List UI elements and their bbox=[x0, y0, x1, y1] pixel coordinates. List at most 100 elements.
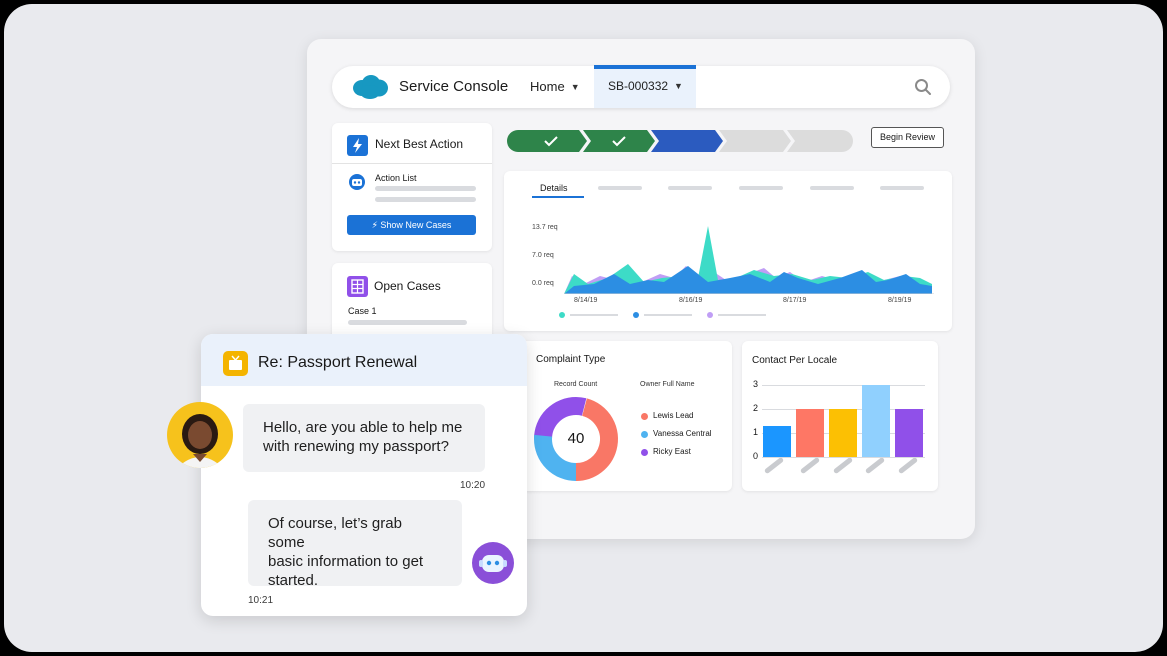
details-chart-card: Details 13.7 req 7.0 req 0.0 req 8/14/19… bbox=[504, 171, 952, 331]
y-axis-tick: 2 bbox=[753, 403, 759, 413]
show-new-cases-button[interactable]: ⚡︎ Show New Cases bbox=[347, 215, 476, 235]
bar bbox=[862, 385, 890, 457]
chat-tv-icon bbox=[223, 351, 248, 376]
message-text-line: basic information to get bbox=[268, 553, 424, 570]
chevron-down-icon: ▼ bbox=[570, 82, 580, 92]
x-axis-tick: 8/14/19 bbox=[574, 297, 598, 304]
divider bbox=[332, 163, 492, 164]
nav-home-label: Home bbox=[530, 79, 565, 94]
customer-avatar bbox=[167, 402, 233, 468]
x-axis-tick-placeholder bbox=[763, 456, 785, 475]
salesforce-cloud-logo bbox=[353, 75, 388, 99]
record-count-label: Record Count bbox=[554, 381, 598, 388]
bar bbox=[895, 409, 923, 457]
path-step-upcoming[interactable] bbox=[787, 130, 853, 152]
tab-placeholder[interactable] bbox=[598, 186, 642, 190]
x-axis-tick: 8/17/19 bbox=[783, 297, 807, 304]
y-axis-tick: 0 bbox=[753, 451, 759, 461]
tab-placeholder[interactable] bbox=[668, 186, 712, 190]
tab-details[interactable]: Details bbox=[540, 183, 568, 193]
tab-record[interactable]: SB-000332 ▼ bbox=[594, 65, 696, 108]
y-axis-tick: 7.0 req bbox=[532, 252, 554, 259]
message-time: 10:20 bbox=[460, 480, 486, 491]
path-step-current[interactable] bbox=[651, 130, 723, 152]
active-tab-underline bbox=[532, 196, 584, 198]
legend-label: Ricky East bbox=[653, 447, 691, 456]
gridline bbox=[762, 385, 925, 386]
nav-home-menu[interactable]: Home ▼ bbox=[530, 79, 580, 94]
owner-label: Owner Full Name bbox=[640, 381, 695, 388]
placeholder-line bbox=[375, 197, 476, 202]
incoming-message: Hello, are you able to help me with rene… bbox=[243, 404, 485, 472]
x-axis-tick: 8/19/19 bbox=[888, 297, 912, 304]
area-chart bbox=[564, 226, 934, 294]
path-step-complete[interactable] bbox=[583, 130, 655, 152]
complaint-type-card: Complaint Type Record Count Owner Full N… bbox=[514, 341, 732, 491]
chat-header: Re: Passport Renewal bbox=[201, 334, 527, 386]
legend-dot bbox=[641, 449, 648, 456]
legend-placeholder bbox=[718, 314, 766, 316]
chevron-down-icon: ▼ bbox=[674, 81, 683, 91]
y-axis-tick: 3 bbox=[753, 379, 759, 389]
message-time: 10:21 bbox=[248, 595, 274, 606]
legend-dot bbox=[633, 312, 639, 318]
x-axis-tick-placeholder bbox=[864, 456, 886, 475]
legend-label: Lewis Lead bbox=[653, 411, 694, 420]
bar bbox=[829, 409, 857, 457]
bar bbox=[763, 426, 791, 457]
legend-placeholder bbox=[644, 314, 692, 316]
tab-placeholder[interactable] bbox=[810, 186, 854, 190]
search-icon[interactable] bbox=[914, 78, 932, 96]
message-text-line: Hello, are you able to help me bbox=[263, 419, 463, 436]
legend-dot bbox=[559, 312, 565, 318]
complaint-type-title: Complaint Type bbox=[536, 354, 606, 365]
contact-per-locale-title: Contact Per Locale bbox=[752, 355, 838, 366]
einstein-bot-icon bbox=[349, 174, 365, 190]
tab-placeholder[interactable] bbox=[880, 186, 924, 190]
app-title: Service Console bbox=[399, 78, 509, 95]
legend-dot bbox=[707, 312, 713, 318]
path-step-complete[interactable] bbox=[507, 130, 587, 152]
message-text-line: started. bbox=[268, 572, 319, 589]
next-best-action-title: Next Best Action bbox=[375, 137, 464, 151]
message-text-line: with renewing my passport? bbox=[263, 438, 449, 455]
tab-placeholder[interactable] bbox=[739, 186, 783, 190]
legend-dot bbox=[641, 413, 648, 420]
y-axis-tick: 1 bbox=[753, 427, 759, 437]
bar bbox=[796, 409, 824, 457]
action-list-label: Action List bbox=[375, 173, 417, 183]
x-axis-tick-placeholder bbox=[832, 456, 854, 475]
x-axis-tick-placeholder bbox=[897, 456, 919, 475]
gridline bbox=[762, 457, 925, 458]
y-axis-tick: 13.7 req bbox=[532, 224, 558, 231]
y-axis-tick: 0.0 req bbox=[532, 280, 554, 287]
screenshot-frame: Service Console Home ▼ SB-000332 ▼ Next Be… bbox=[4, 4, 1163, 652]
area-series-blue bbox=[564, 266, 932, 294]
path-step-upcoming[interactable] bbox=[719, 130, 791, 152]
lightning-icon: ⚡︎ bbox=[371, 220, 378, 230]
begin-review-button[interactable]: Begin Review bbox=[871, 127, 944, 148]
lightning-icon bbox=[347, 135, 368, 156]
show-new-cases-label: Show New Cases bbox=[380, 220, 452, 230]
legend-placeholder bbox=[570, 314, 618, 316]
open-cases-title: Open Cases bbox=[374, 279, 441, 293]
donut-total: 40 bbox=[567, 430, 585, 447]
progress-path bbox=[507, 130, 853, 152]
x-axis-tick-placeholder bbox=[799, 456, 821, 475]
placeholder-line bbox=[348, 320, 467, 325]
legend-dot bbox=[641, 431, 648, 438]
checkmark-icon bbox=[544, 136, 558, 147]
donut-chart bbox=[534, 397, 618, 481]
next-best-action-card: Next Best Action Action List ⚡︎ Show New… bbox=[332, 123, 492, 251]
global-header: Service Console Home ▼ SB-000332 ▼ bbox=[332, 65, 950, 108]
checkmark-icon bbox=[612, 136, 626, 147]
chat-title: Re: Passport Renewal bbox=[258, 354, 418, 371]
contact-per-locale-card: Contact Per Locale 3 2 1 0 bbox=[742, 341, 938, 491]
message-text-line: Of course, let’s grab some bbox=[268, 515, 402, 551]
donut-slice bbox=[534, 397, 618, 481]
placeholder-line bbox=[375, 186, 476, 191]
legend-label: Vanessa Central bbox=[653, 429, 712, 438]
case-item-label[interactable]: Case 1 bbox=[348, 306, 377, 316]
tab-record-label: SB-000332 bbox=[608, 79, 669, 93]
table-icon bbox=[347, 276, 368, 297]
